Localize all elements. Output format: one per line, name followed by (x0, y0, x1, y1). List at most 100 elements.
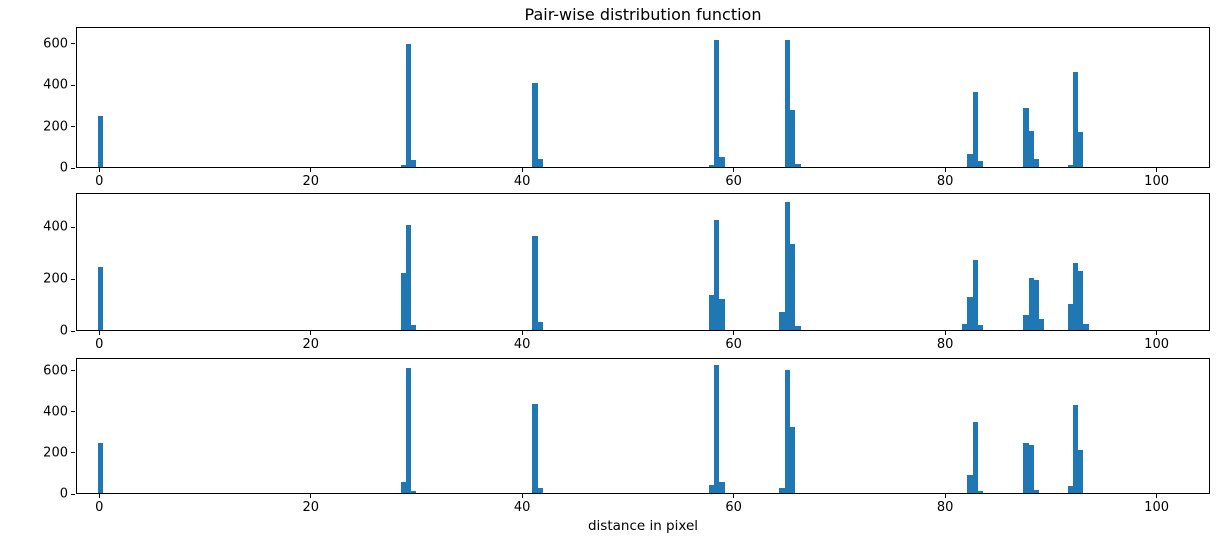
x-tick-mark (733, 168, 735, 172)
histogram-bar (411, 490, 417, 493)
x-tick-label: 20 (302, 337, 319, 352)
histogram-bar (972, 421, 978, 493)
x-tick-label: 60 (725, 500, 742, 515)
y-tick-mark (71, 330, 75, 332)
histogram-bar (411, 159, 417, 167)
histogram-bar (537, 158, 543, 167)
x-tick-mark (98, 331, 100, 335)
histogram-bar (1028, 277, 1034, 330)
y-tick-label: 0 (59, 160, 68, 176)
plot-area (76, 27, 1210, 168)
histogram-bar (789, 244, 796, 330)
y-tick-mark (71, 43, 75, 45)
histogram-bar (967, 154, 973, 167)
x-tick-label: 80 (936, 500, 954, 515)
subplot-2: 0 200 400 0 20 40 60 80 100 (43, 193, 1210, 352)
histogram-bar (1023, 442, 1029, 493)
histogram-bar (1067, 164, 1073, 167)
y-tick-label: 400 (43, 219, 68, 235)
histogram-bar (1072, 404, 1079, 493)
histogram-bar (789, 109, 796, 167)
histogram-bar (532, 83, 538, 167)
chart-title: Pair-wise distribution function (524, 5, 762, 24)
histogram-bar (1023, 107, 1029, 167)
x-tick-mark (521, 494, 523, 498)
y-tick-mark (71, 126, 75, 128)
histogram-bar (1028, 131, 1034, 167)
histogram-bar (405, 367, 412, 493)
x-tick-label: 80 (936, 337, 954, 352)
histogram-bar (719, 299, 725, 330)
histogram-bar (779, 312, 785, 330)
x-tick-label: 20 (302, 500, 319, 515)
histogram-bar (977, 160, 984, 167)
x-tick-label: 0 (95, 337, 104, 352)
histogram-bar (784, 370, 790, 493)
x-tick-label: 0 (95, 174, 104, 189)
x-tick-label: 60 (725, 337, 742, 352)
x-tick-mark (521, 168, 523, 172)
x-tick-label: 40 (513, 337, 531, 352)
y-tick-mark (71, 167, 75, 169)
histogram-bar (972, 92, 978, 167)
histogram-bar (713, 364, 720, 493)
x-tick-label: 100 (1144, 500, 1170, 515)
y-tick-mark (71, 452, 75, 454)
x-tick-label: 60 (725, 174, 742, 189)
x-tick-mark (733, 494, 735, 498)
histogram-bar (967, 475, 973, 493)
histogram-bar (795, 163, 801, 167)
y-tick-label: 400 (43, 404, 68, 420)
x-tick-mark (310, 168, 312, 172)
histogram-bar (411, 324, 417, 330)
histogram-bar (708, 294, 714, 330)
plot-area (76, 193, 1210, 331)
histogram-bar (1078, 270, 1084, 330)
x-tick-mark (310, 331, 312, 335)
y-tick-mark (71, 411, 75, 413)
histogram-bar (405, 43, 412, 167)
histogram-bar (1072, 263, 1079, 330)
x-tick-mark (733, 331, 735, 335)
histogram-bar (532, 235, 538, 330)
histogram-bar (1033, 158, 1040, 167)
histogram-bar (537, 322, 543, 330)
histogram-bar (977, 325, 984, 330)
histogram-bar (400, 164, 406, 167)
histogram-bar (713, 219, 720, 330)
y-tick-label: 400 (43, 77, 68, 93)
histogram-bar (708, 484, 714, 493)
histogram-bar (1072, 72, 1079, 167)
x-tick-mark (98, 494, 100, 498)
x-tick-label: 20 (302, 174, 319, 189)
histogram-bar (97, 442, 103, 493)
histogram-bar (977, 490, 984, 493)
y-tick-mark (71, 278, 75, 280)
histogram-bar (784, 201, 790, 330)
histogram-bar (1028, 444, 1034, 493)
histogram-bar (1067, 304, 1073, 330)
histogram-bar (1078, 131, 1084, 167)
x-tick-mark (1156, 331, 1158, 335)
histogram-bar (962, 323, 968, 330)
plot-area (76, 358, 1210, 494)
x-tick-label: 100 (1144, 337, 1170, 352)
x-tick-mark (944, 168, 946, 172)
x-tick-label: 80 (936, 174, 954, 189)
y-tick-mark (71, 84, 75, 86)
x-tick-mark (1156, 494, 1158, 498)
histogram-bar (789, 427, 796, 493)
x-tick-label: 0 (95, 500, 104, 515)
histogram-bar (708, 164, 714, 167)
x-tick-mark (98, 168, 100, 172)
histogram-bar (1067, 485, 1073, 493)
histogram-bar (400, 272, 406, 330)
histogram-bar (719, 481, 725, 493)
x-tick-label: 100 (1144, 174, 1170, 189)
y-tick-label: 200 (43, 445, 68, 461)
histogram-bar (1039, 318, 1045, 330)
histogram-bar (967, 296, 973, 330)
histogram-bar (97, 266, 103, 330)
histogram-bar (1033, 280, 1040, 330)
